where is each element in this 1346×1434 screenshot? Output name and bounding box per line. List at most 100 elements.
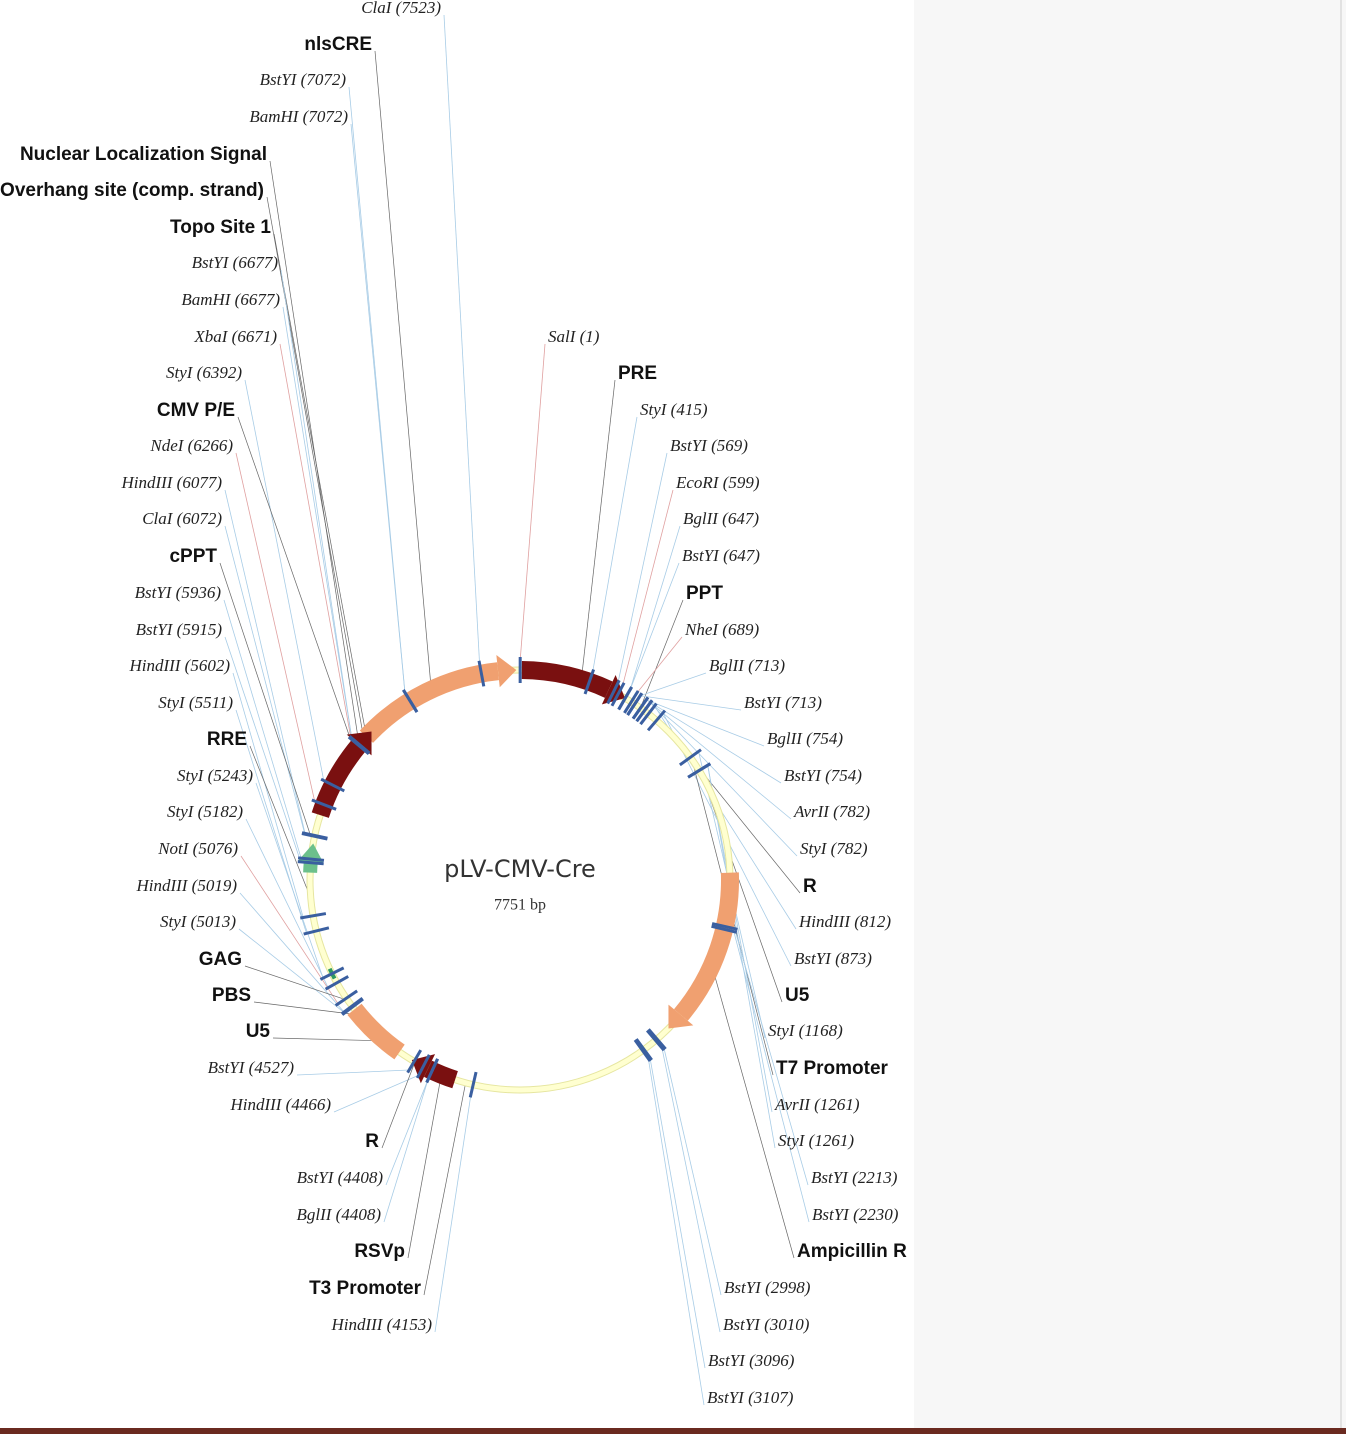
leader-line [434,1094,472,1333]
leader-line [273,233,367,737]
site-label: BstYI (2230) [812,1205,899,1224]
side-panel [914,0,1346,1428]
leader-line [232,672,304,918]
leader-line [649,1057,706,1369]
leader-line [647,1058,705,1406]
leader-line [249,745,312,899]
feature-arc [311,739,367,819]
cut-site-tick [623,690,640,714]
site-label: HindIII (4153) [330,1315,432,1334]
site-label: BstYI (2213) [811,1168,898,1187]
leader-line [519,343,546,661]
feature-label: T7 Promoter [776,1058,889,1079]
leader-line [629,525,681,690]
leader-line [646,699,765,747]
leader-line [296,1069,410,1076]
feature-label: Topo Site 1 [170,217,271,238]
cut-site-tick [347,735,370,755]
leader-line [640,599,684,709]
site-label: BstYI (4527) [208,1058,295,1077]
site-label: NotI (5076) [157,839,238,858]
leader-line [219,562,314,844]
leader-line [223,599,302,859]
feature-label: PPT [686,583,723,604]
site-label: SalI (1) [548,327,600,346]
site-label: XbaI (6671) [193,327,277,346]
leader-line [622,489,674,686]
cut-site-tick [319,966,345,981]
map-length: 7751 bp [494,897,546,914]
site-label: ClaI (7523) [361,0,441,17]
cut-site-tick [297,856,325,862]
leader-line [592,416,638,673]
feature-label: T3 Promoter [309,1278,422,1299]
site-label: BstYI (5915) [136,620,223,639]
feature-label: PBS [212,985,251,1006]
cut-site-tick [639,702,658,726]
cut-site-tick [334,989,358,1007]
feature-arrowhead [496,655,517,688]
cut-site-tick [626,692,644,716]
site-label: BglII (754) [767,729,843,748]
cut-site-tick [631,696,650,720]
leader-line [237,416,355,751]
site-label: BglII (647) [683,509,759,528]
site-label: StyI (5182) [167,802,243,821]
leader-line [245,818,329,988]
leader-line [282,306,353,739]
site-label: AvrII (1261) [774,1095,860,1114]
feature-label: cPPT [169,546,217,567]
site-label: BamHI (7072) [249,107,348,126]
feature-label: Overhang site (comp. strand) [0,180,264,201]
site-label: StyI (6392) [166,363,242,382]
leader-line [581,379,616,680]
site-label: BstYI (3107) [707,1388,794,1407]
map-title: pLV-CMV-Cre [444,855,596,883]
site-label: BstYI (713) [744,693,822,712]
leader-line [383,1079,429,1223]
site-label: NheI (689) [684,620,759,639]
leader-line [238,928,345,1014]
leader-line [701,774,783,1003]
site-label: BstYI (3096) [708,1351,795,1370]
site-label: HindIII (5602) [128,656,230,675]
feature-arc [673,872,739,1021]
leader-line [663,1046,722,1296]
leader-line [381,1061,416,1149]
site-label: StyI (1261) [778,1131,854,1150]
cut-site-tick [646,1029,666,1052]
feature-label: Ampicillin R [797,1241,907,1262]
feature-label: Nuclear Localization Signal [20,144,267,165]
site-label: StyI (1168) [768,1021,843,1040]
cut-site-tick [711,924,738,934]
cut-site-tick [633,1039,652,1062]
leader-line [640,672,707,697]
leader-line [224,489,306,834]
feature-arc [521,661,613,698]
cut-site-tick [647,1028,667,1050]
leader-line [661,1047,721,1333]
site-label: HindIII (4466) [229,1095,331,1114]
leader-line [239,892,345,1013]
leader-line [385,1079,429,1186]
leader-lines [219,14,810,1406]
cut-site-tick [687,762,712,779]
feature-label: R [365,1131,379,1152]
leader-line [711,965,795,1259]
site-label: StyI (5243) [177,766,253,785]
leader-line [707,765,776,1149]
leader-line [629,562,680,690]
site-label: BstYI (7072) [260,70,347,89]
cut-sites [297,656,738,1098]
feature-arc [347,1003,405,1060]
bottom-bar [0,1428,1346,1434]
site-label: StyI (5511) [158,693,233,712]
site-label: HindIII (812) [798,912,891,931]
leader-line [691,759,801,894]
cut-site-tick [583,669,596,695]
site-label: AvrII (782) [793,802,870,821]
leader-line [224,525,306,835]
leader-line [650,702,792,820]
site-label: EcoRI (599) [675,473,760,492]
